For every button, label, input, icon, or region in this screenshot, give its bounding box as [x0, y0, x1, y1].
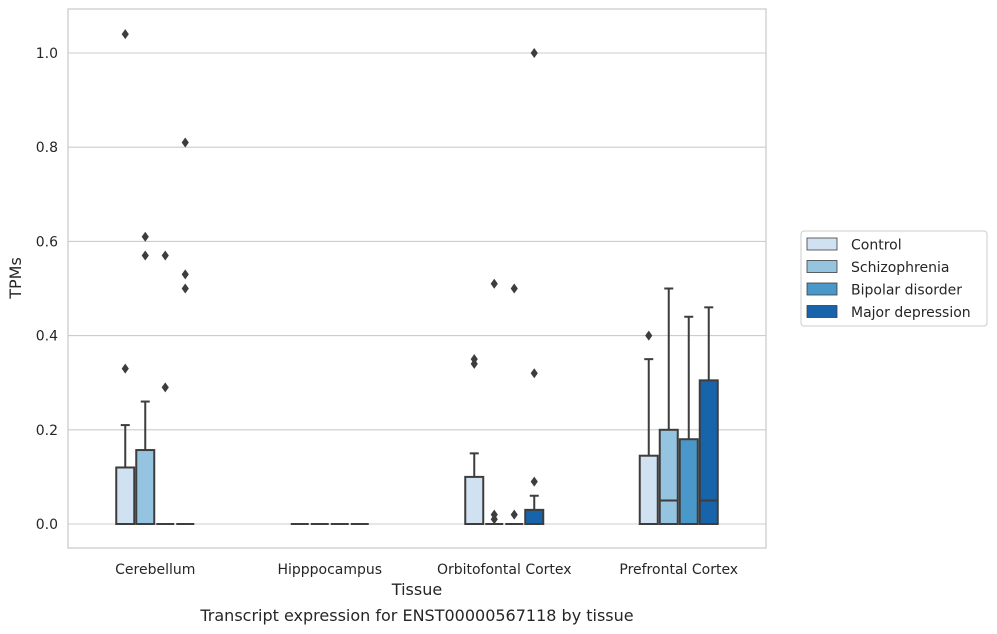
box-body [135, 449, 156, 526]
box-schizophrenia [135, 400, 156, 526]
plot-frame [67, 8, 767, 549]
outlier-point [161, 382, 169, 393]
y-axis-label: TPMs [6, 257, 25, 300]
outlier-point [181, 137, 189, 148]
y-tick-label: 1.0 [36, 46, 58, 62]
boxes [115, 287, 719, 526]
outlier-point [530, 368, 538, 379]
outlier-point [530, 476, 538, 487]
y-tick-label: 0.4 [36, 329, 58, 345]
outlier-point [490, 509, 498, 520]
box-body [678, 438, 699, 525]
y-axis-ticks: 0.0 0.2 0.4 0.6 0.8 1.0 [36, 46, 58, 533]
legend-swatch [806, 305, 838, 318]
outlier-point [510, 283, 518, 294]
legend-label: Schizophrenia [851, 260, 949, 276]
x-axis-ticks: Cerebellum Hipppocampus Orbitofontal Corte… [115, 562, 738, 578]
box-control [464, 452, 485, 525]
box-body [524, 508, 545, 525]
outlier-point [121, 363, 129, 374]
outlier-point [121, 29, 129, 40]
legend-label: Control [851, 238, 902, 254]
box-body [658, 428, 679, 525]
legend-label: Bipolar disorder [851, 283, 962, 299]
outlier-point [161, 250, 169, 261]
y-tick-label: 0.0 [36, 517, 58, 533]
outlier-point [181, 283, 189, 294]
legend: Control Schizophrenia Bipolar disorder Majo… [800, 230, 988, 327]
x-axis-label: Tissue [391, 580, 442, 599]
box-major-depression [698, 306, 719, 525]
x-tick-label: Hipppocampus [277, 562, 382, 578]
legend-swatch [806, 282, 838, 296]
y-tick-label: 0.6 [36, 234, 58, 250]
legend-swatch [806, 237, 838, 251]
outlier-point [470, 354, 478, 365]
y-tick-label: 0.8 [36, 140, 58, 156]
outlier-point [645, 330, 653, 341]
outlier-point [181, 269, 189, 280]
x-tick-label: Prefrontal Cortex [619, 562, 738, 578]
box-body [115, 466, 136, 526]
outlier-point [141, 231, 149, 242]
box-control [638, 358, 659, 525]
x-tick-label: Cerebellum [115, 562, 195, 578]
chart-caption: Transcript expression for ENST0000056711… [200, 606, 634, 625]
legend-label: Major depression [851, 305, 971, 321]
legend-frame [800, 230, 988, 327]
box-body [638, 454, 659, 525]
outliers [121, 29, 653, 525]
box-control [115, 424, 136, 526]
outlier-point [141, 250, 149, 261]
box-body [464, 475, 485, 525]
outlier-point [510, 509, 518, 520]
x-tick-label: Orbitofontal Cortex [437, 562, 572, 578]
box-schizophrenia [658, 287, 679, 525]
outlier-point [490, 278, 498, 289]
legend-swatch [806, 260, 838, 273]
y-tick-label: 0.2 [36, 423, 58, 439]
box-major-depression [524, 494, 545, 525]
outlier-point [530, 48, 538, 58]
box-bipolar-disorder [678, 315, 699, 525]
box-body [698, 379, 719, 525]
